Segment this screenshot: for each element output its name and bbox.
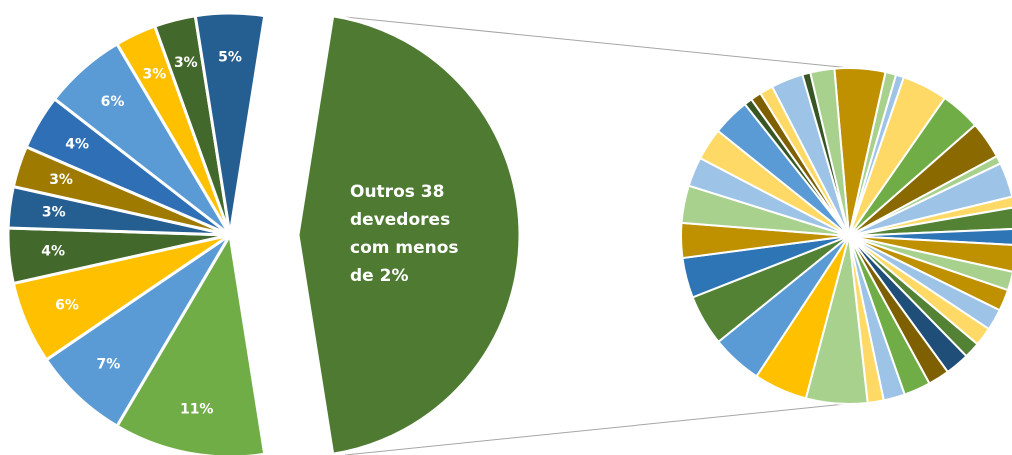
connector-line <box>344 403 846 455</box>
secondary-slice <box>848 228 1012 246</box>
secondary-slice <box>809 67 850 237</box>
data-label: 6% <box>101 94 125 110</box>
other-label: com menos <box>350 238 459 258</box>
secondary-slice <box>848 235 1012 273</box>
other-label: devedores <box>350 210 450 230</box>
pie-slice <box>114 230 267 455</box>
data-label: 3% <box>42 205 66 221</box>
pie-slice <box>193 11 267 236</box>
data-label: 4% <box>65 137 89 153</box>
data-label: 3% <box>49 172 73 188</box>
data-label: 5% <box>218 49 242 65</box>
secondary-slice <box>848 162 1012 237</box>
data-label: 3% <box>142 66 166 82</box>
connector-line <box>344 16 851 69</box>
other-label: de 2% <box>350 266 408 286</box>
other-slice <box>296 14 522 455</box>
secondary-slice <box>848 206 1012 237</box>
data-label: 6% <box>55 298 79 314</box>
data-label: 3% <box>174 55 198 71</box>
data-label: 11% <box>180 401 214 417</box>
secondary-slice <box>848 195 1012 237</box>
data-label: 4% <box>41 244 65 260</box>
other-label: Outros 38 <box>350 182 444 202</box>
data-label: 7% <box>97 356 121 372</box>
